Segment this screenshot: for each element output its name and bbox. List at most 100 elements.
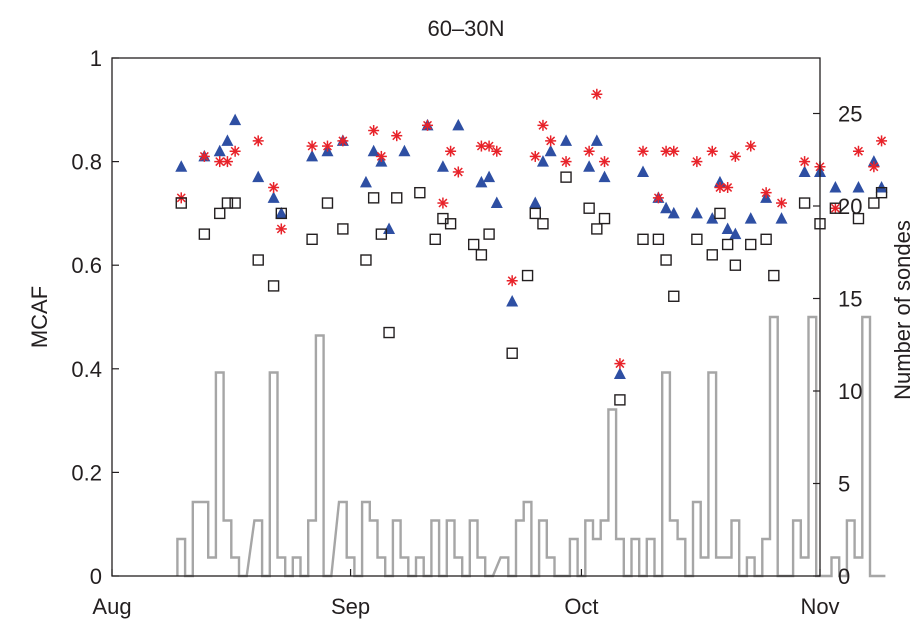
triangle-point (383, 222, 396, 234)
triangle-point (529, 196, 542, 209)
asterisk-point (729, 150, 741, 162)
markers-layer (175, 88, 888, 406)
asterisk-point (745, 140, 757, 152)
asterisk-point (437, 197, 449, 209)
asterisk-point (583, 145, 595, 157)
asterisk-point (275, 223, 287, 235)
asterisk-point (268, 182, 280, 193)
square-point (383, 326, 395, 339)
triangle-point (744, 212, 757, 224)
asterisk-point (599, 156, 611, 168)
triangle-point (667, 206, 680, 219)
triangle-point (536, 155, 549, 167)
square-point (560, 171, 572, 183)
triangle-point (275, 206, 288, 219)
square-point (660, 254, 672, 266)
y-tick-label: 0.2 (71, 460, 102, 485)
asterisk-point (422, 119, 434, 131)
y2-tick-label: 0 (838, 564, 850, 589)
asterisk-point (214, 156, 226, 168)
asterisk-point (321, 140, 333, 152)
y-tick-label: 1 (90, 46, 102, 71)
x-tick-label: Oct (564, 594, 598, 619)
x-tick-label: Sep (331, 594, 370, 619)
asterisk-point (829, 202, 841, 214)
asterisk-point (529, 150, 541, 162)
y2-axis-title: Number of sondes (890, 220, 915, 400)
square-point (483, 228, 495, 240)
square-point (668, 290, 680, 302)
asterisk-point (652, 192, 664, 204)
asterisk-point (368, 125, 380, 137)
square-point (798, 197, 811, 209)
triangle-point (436, 160, 449, 172)
asterisk-point (306, 140, 318, 152)
square-point (414, 186, 426, 199)
y-axis-right: 0 5 10 15 20 25 (813, 102, 862, 589)
triangle-point (175, 160, 188, 172)
square-point (760, 233, 772, 246)
triangle-point (706, 212, 719, 224)
square-point (467, 238, 480, 251)
square-point (583, 202, 595, 214)
square-point (475, 249, 488, 261)
triangle-point (483, 170, 496, 183)
triangle-point (221, 134, 234, 146)
triangle-point (613, 367, 626, 379)
square-point (652, 233, 665, 246)
square-point (367, 192, 380, 204)
triangle-point (829, 181, 842, 193)
square-point (321, 197, 334, 209)
square-point (337, 223, 349, 235)
triangle-point (598, 170, 611, 183)
asterisk-point (198, 150, 210, 162)
asterisk-point (483, 140, 495, 152)
square-point (745, 238, 757, 251)
square-point (729, 259, 742, 271)
y2-tick-label: 25 (838, 102, 862, 127)
triangle-point (359, 175, 372, 188)
asterisk-point (637, 145, 649, 157)
triangle-point (252, 170, 265, 183)
y2-tick-label: 5 (838, 472, 850, 497)
y-tick-label: 0.6 (71, 253, 102, 278)
triangle-point (452, 118, 465, 131)
asterisk-point (491, 145, 503, 157)
square-point (444, 218, 457, 230)
sondes-step-line (176, 315, 886, 578)
triangle-point (506, 294, 519, 307)
sondes-step-layer (176, 315, 886, 578)
triangle-point (490, 196, 503, 209)
square-point (868, 197, 880, 209)
square-point (221, 197, 234, 209)
square-point (529, 207, 541, 220)
square-point (721, 238, 734, 251)
triangle-point (798, 165, 811, 177)
square-point (875, 186, 888, 199)
triangle-point (875, 181, 888, 193)
triangle-point (367, 144, 380, 157)
asterisk-point (852, 145, 864, 157)
triangle-point (775, 212, 788, 224)
asterisk-point (452, 166, 464, 178)
triangle-point (229, 113, 242, 126)
square-point (521, 269, 534, 282)
asterisk-point (391, 130, 403, 142)
square-point (614, 394, 626, 406)
square-point (306, 233, 318, 246)
triangle-point (852, 181, 865, 193)
square-point (198, 228, 211, 240)
y-tick-label: 0.4 (71, 357, 102, 382)
asterisk-point (337, 135, 349, 147)
asterisk-point (706, 145, 718, 157)
asterisk-point (776, 197, 788, 209)
x-tick-label: Nov (800, 594, 839, 619)
triangle-point (660, 201, 673, 214)
square-point (214, 207, 226, 220)
x-tick-label: Aug (92, 594, 131, 619)
square-point (691, 233, 703, 246)
plot-frame (111, 57, 821, 577)
asterisk-point (722, 182, 734, 193)
asterisk-point (506, 275, 518, 287)
y2-tick-label: 20 (838, 194, 862, 219)
